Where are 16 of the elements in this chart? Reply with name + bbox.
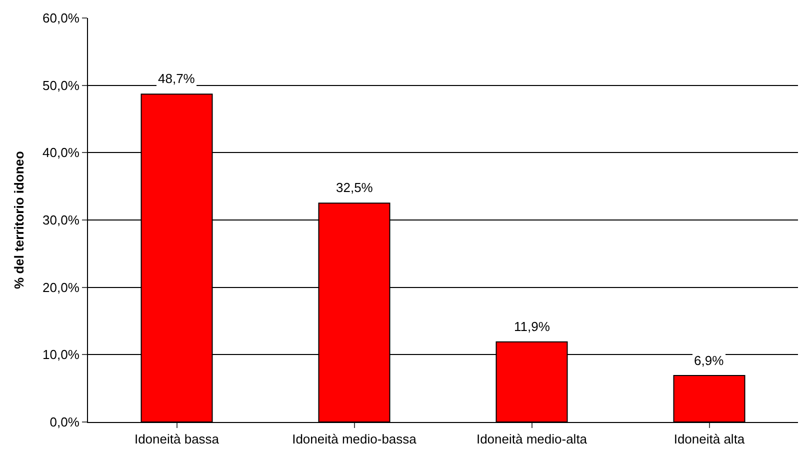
y-tick-label: 40,0% — [42, 145, 80, 160]
y-tick-label: 50,0% — [42, 78, 80, 93]
y-tick-label: 0,0% — [50, 414, 80, 430]
data-label: 48,7% — [158, 71, 196, 86]
y-tick-label: 10,0% — [42, 347, 80, 362]
y-tick-label: 30,0% — [42, 212, 80, 228]
data-label: 11,9% — [514, 319, 550, 334]
data-label: 32,5% — [336, 180, 374, 195]
y-tick-label: 60,0% — [42, 10, 80, 26]
x-tick-label: Idoneità medio-alta — [476, 432, 588, 447]
y-axis-title: % del territorio idoneo — [11, 150, 26, 289]
x-tick-label: Idoneità bassa — [134, 432, 220, 447]
x-tick-label: Idoneità alta — [674, 432, 746, 447]
y-tick-label: 20,0% — [42, 280, 80, 295]
data-label: 6,9% — [694, 353, 724, 368]
x-tick-label: Idoneità medio-bassa — [292, 432, 418, 447]
